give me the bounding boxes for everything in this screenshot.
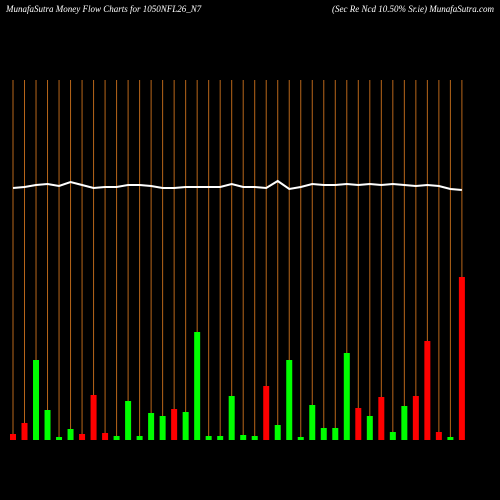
bar xyxy=(320,428,327,440)
bar xyxy=(309,405,316,440)
chart-subtitle: (Sec Re Ncd 10.50% Sr.ie) MunafaSutra.co… xyxy=(332,4,494,14)
bar xyxy=(286,360,293,440)
bar xyxy=(194,332,201,440)
bar xyxy=(424,341,431,440)
bar xyxy=(458,277,465,440)
bar xyxy=(10,434,16,440)
bar xyxy=(366,416,373,440)
bar xyxy=(125,401,132,440)
bar xyxy=(251,436,258,440)
bar xyxy=(136,436,143,440)
bar xyxy=(171,409,178,440)
bar xyxy=(228,396,235,440)
bar xyxy=(274,425,281,440)
bar xyxy=(389,432,396,440)
bar xyxy=(182,412,189,440)
bar xyxy=(148,413,155,440)
bar xyxy=(67,429,74,440)
bar xyxy=(297,437,304,440)
bar xyxy=(21,423,28,440)
line-series xyxy=(12,179,462,191)
bar xyxy=(79,434,86,440)
bar xyxy=(159,416,166,440)
bar xyxy=(33,360,40,440)
bar xyxy=(44,410,51,440)
bar xyxy=(263,386,270,440)
bar xyxy=(217,436,224,440)
bar xyxy=(401,406,408,440)
bar xyxy=(447,437,454,440)
bar xyxy=(332,428,339,440)
bar xyxy=(355,408,362,440)
bar xyxy=(378,397,385,440)
bar xyxy=(343,353,350,440)
bar xyxy=(56,437,63,440)
bar xyxy=(90,395,97,440)
bar xyxy=(102,433,109,440)
bar xyxy=(113,436,120,440)
bar xyxy=(240,435,247,440)
chart-title: MunafaSutra Money Flow Charts for 1050NF… xyxy=(5,4,202,14)
bar xyxy=(435,432,442,440)
bar xyxy=(205,436,212,440)
bar xyxy=(412,396,419,440)
